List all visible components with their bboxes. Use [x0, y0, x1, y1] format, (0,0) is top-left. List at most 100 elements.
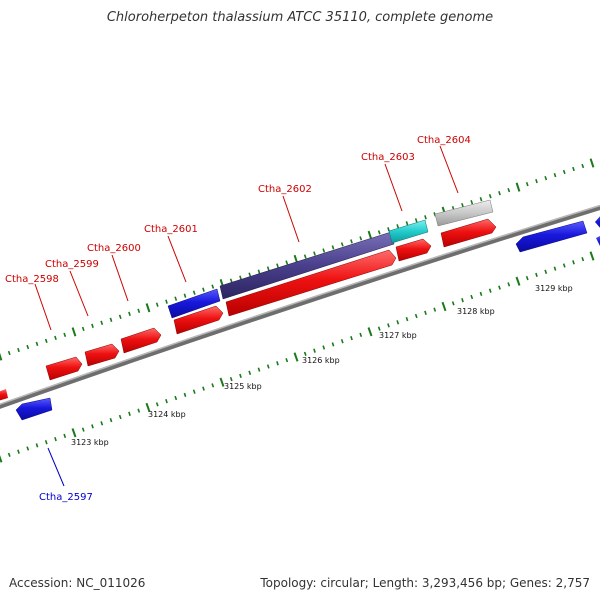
gene-arrow-ctha-2599[interactable] [84, 343, 120, 367]
gene-label-ctha-2598: Ctha_2598 [5, 274, 59, 285]
scale-tick [525, 275, 529, 281]
scale-tick [35, 341, 39, 347]
scale-tick [248, 370, 252, 375]
scale-tick [137, 308, 141, 313]
scale-tick [340, 242, 344, 247]
scale-tick [54, 335, 57, 341]
gene-highlight-ctha-2603[interactable] [388, 219, 429, 244]
scale-tick [81, 427, 85, 432]
scale-tick [155, 402, 159, 407]
scale-tick [470, 200, 474, 205]
gene-arrow-right-edge-lower[interactable] [596, 235, 600, 250]
gene-arrow-right-edge[interactable] [595, 214, 600, 230]
scale-tick [239, 373, 242, 379]
scale-tick [507, 282, 511, 287]
scale-tick [589, 158, 595, 168]
gene-highlight-ctha-2604[interactable] [434, 199, 494, 227]
gene-arrow-ctha-2601[interactable] [173, 305, 224, 335]
scale-tick [91, 323, 94, 328]
scale-tick [359, 332, 363, 338]
scale-tick [81, 326, 85, 332]
scale-tick [331, 245, 335, 250]
gene-arrow-left-edge[interactable] [0, 389, 8, 401]
scale-tick [183, 293, 187, 298]
scale-tick [276, 361, 279, 366]
scale-tick [118, 414, 122, 420]
scale-tick [544, 175, 548, 181]
gene-arrow-ctha-2597[interactable] [15, 397, 53, 421]
scale-tick [572, 166, 575, 172]
scale-tick [303, 351, 307, 356]
scale-tick [515, 276, 521, 286]
scale-tick [71, 327, 77, 337]
scale-tick [515, 182, 521, 192]
scale-tick [54, 436, 57, 442]
gene-label-ctha-2602: Ctha_2602 [258, 184, 312, 195]
scale-tick [192, 389, 196, 394]
scale-tick [257, 367, 261, 372]
inner-tick-track [0, 251, 595, 463]
label-leaders [34, 145, 459, 487]
scale-tick [128, 311, 131, 316]
scale-tick [589, 251, 595, 261]
scale-tick [63, 433, 67, 439]
scale-tick [377, 230, 381, 235]
gene-arrow-ctha-2602[interactable] [225, 249, 397, 317]
scale-tick [414, 218, 418, 223]
scale-tick [118, 314, 122, 319]
scale-tick [553, 172, 557, 178]
backbone [0, 204, 600, 409]
scale-tick [293, 352, 299, 362]
scale-tick [276, 263, 279, 268]
scale-tick [553, 266, 557, 271]
scale-tick [424, 215, 427, 220]
scale-tick [202, 386, 205, 391]
scale-tick [535, 272, 538, 278]
scale-tick [174, 296, 178, 301]
scale-label-3125: 3125 kbp [224, 382, 262, 391]
scale-label-3129: 3129 kbp [535, 284, 573, 293]
gene-arrow-ctha-2600[interactable] [120, 327, 162, 354]
scale-tick [313, 348, 316, 353]
scale-tick [17, 347, 20, 353]
gene-arrow-ctha-2598[interactable] [45, 356, 83, 381]
gene-arrow-ctha-2603[interactable] [395, 238, 432, 262]
scale-tick [26, 446, 30, 451]
genome-summary: Topology: circular; Length: 3,293,456 bp… [260, 576, 590, 590]
scale-label-3126: 3126 kbp [302, 356, 340, 365]
scale-tick [35, 443, 39, 448]
scale-label-3124: 3124 kbp [148, 410, 186, 419]
gene-arrow-ctha-2601-reverse[interactable] [167, 288, 221, 319]
scale-tick [44, 440, 48, 445]
scale-tick [562, 263, 566, 268]
scale-tick [145, 303, 151, 313]
gene-arrow-reverse-3129[interactable] [515, 220, 588, 253]
scale-tick [229, 376, 233, 382]
scale-tick [165, 399, 168, 404]
scale-tick [535, 178, 538, 184]
scale-tick [488, 288, 492, 293]
scale-tick [433, 307, 437, 312]
scale-label-3127: 3127 kbp [379, 331, 417, 340]
gene-label-ctha-2603: Ctha_2603 [361, 152, 415, 163]
scale-tick [479, 197, 483, 202]
scale-tick [155, 302, 159, 307]
gene-label-ctha-2604: Ctha_2604 [417, 135, 471, 146]
gene-highlight-ctha-2602[interactable] [219, 231, 395, 300]
genome-title: Chloroherpeton thalassium ATCC 35110, co… [106, 10, 494, 25]
gene-arrow-ctha-2604[interactable] [440, 218, 497, 248]
scale-tick [44, 338, 48, 344]
scale-tick [174, 395, 178, 401]
gene-label-ctha-2599: Ctha_2599 [45, 259, 99, 270]
scale-tick [498, 285, 501, 290]
scale-tick [322, 248, 326, 253]
scale-tick [405, 221, 409, 226]
scale-tick [7, 452, 11, 457]
gene-label-ctha-2597: Ctha_2597 [39, 492, 93, 503]
scale-tick [441, 301, 447, 312]
scale-tick [285, 260, 289, 265]
scale-tick [26, 344, 30, 350]
scale-tick [0, 454, 3, 463]
scale-tick [544, 269, 548, 274]
